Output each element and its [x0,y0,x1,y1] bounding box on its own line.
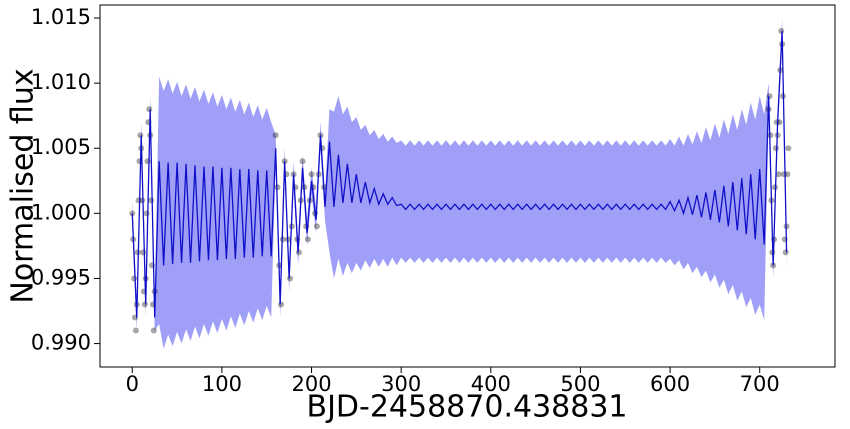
x-tick-label: 200 [291,372,331,396]
x-tick-label: 300 [381,372,421,396]
data-point [778,28,785,35]
data-point [148,197,155,204]
x-tick-label: 100 [202,372,242,396]
x-tick-label: 600 [650,372,690,396]
y-tick-label: 1.015 [31,5,91,29]
y-tick-label: 0.995 [31,265,91,289]
data-point [150,327,157,334]
data-point [308,171,315,178]
data-point [287,275,294,282]
data-point [143,210,150,217]
data-point [782,249,789,256]
x-tick-label: 400 [471,372,511,396]
y-tick-label: 1.000 [31,200,91,224]
data-point [295,249,302,256]
plot-area [129,18,792,349]
axes-frame [99,4,836,368]
data-point [140,249,147,256]
model-line [131,31,788,318]
data-point [784,171,791,178]
data-point [131,275,138,282]
confidence-band [132,18,787,349]
data-point [299,158,306,165]
data-point [272,132,279,139]
data-point [775,171,782,178]
data-point [129,210,136,217]
data-point [141,301,148,308]
data-point [278,301,285,308]
x-tick-label: 0 [126,372,139,396]
y-tick-label: 1.005 [31,135,91,159]
data-point [304,236,311,243]
data-point [766,93,773,100]
data-point [274,184,281,191]
x-tick-label: 700 [740,372,780,396]
data-point [313,223,320,230]
y-tick-label: 0.990 [31,331,91,355]
data-point [767,132,774,139]
data-point [785,145,792,152]
data-point [137,132,144,139]
x-axis-label: BJD-2458870.438831 [306,390,627,425]
y-tick-label: 1.010 [31,70,91,94]
y-axis-label: Normalised flux [6,68,41,303]
data-point [134,249,141,256]
data-point [132,327,139,334]
x-tick-label: 500 [560,372,600,396]
data-point [772,145,779,152]
data-point [279,236,286,243]
data-point [146,106,153,113]
